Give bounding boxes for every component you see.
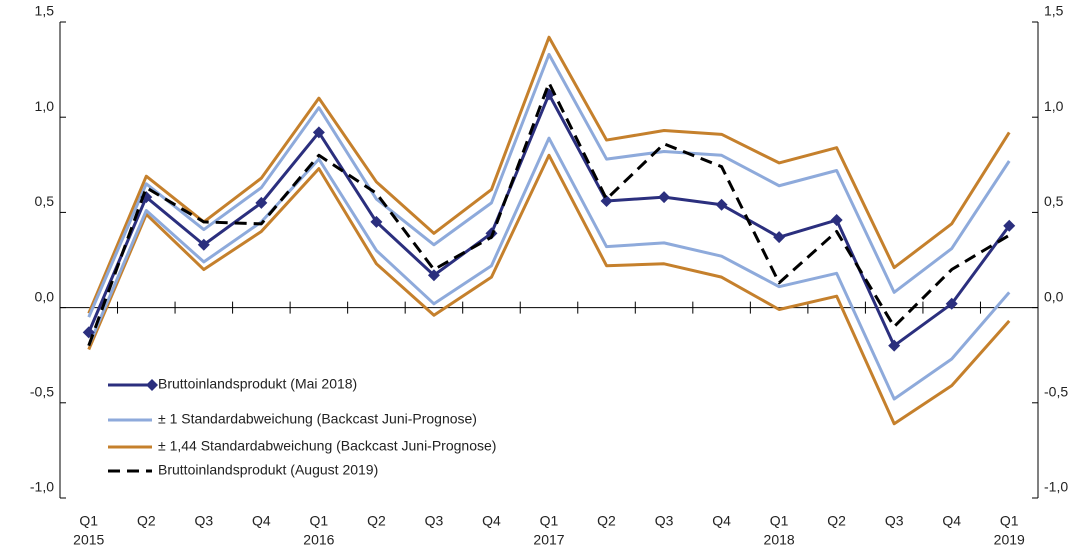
x-tick-label: Q3 xyxy=(885,513,904,529)
x-tick-label: Q3 xyxy=(655,513,674,529)
x-tick-label: Q2 xyxy=(137,513,156,529)
band-upper xyxy=(87,35,1011,314)
y-tick-label-right: 0,5 xyxy=(1044,193,1064,209)
y-tick-label-left: 1,5 xyxy=(35,3,55,19)
marker xyxy=(255,196,268,209)
x-group-label: 2018 xyxy=(764,532,795,548)
x-tick-label: Q1 xyxy=(770,513,789,529)
x-tick-label: Q1 xyxy=(540,513,559,529)
y-tick-label-left: -1,0 xyxy=(30,479,54,495)
x-group-label: 2016 xyxy=(303,532,334,548)
marker xyxy=(370,215,383,228)
y-tick-label-right: 1,5 xyxy=(1044,3,1064,19)
x-tick-label: Q1 xyxy=(1000,513,1019,529)
legend-label: ± 1 Standardabweichung (Backcast Juni-Pr… xyxy=(158,411,477,427)
y-tick-label-right: 1,0 xyxy=(1044,98,1064,114)
y-tick-label-left: 1,0 xyxy=(35,98,55,114)
x-tick-label: Q1 xyxy=(310,513,329,529)
x-tick-label: Q4 xyxy=(252,513,271,529)
x-tick-label: Q4 xyxy=(712,513,731,529)
x-tick-label: Q2 xyxy=(597,513,616,529)
marker xyxy=(600,194,613,207)
x-group-label: 2017 xyxy=(533,532,564,548)
x-tick-label: Q2 xyxy=(827,513,846,529)
x-tick-label: Q3 xyxy=(194,513,213,529)
marker xyxy=(945,297,958,310)
x-tick-label: Q4 xyxy=(942,513,961,529)
band-upper xyxy=(87,52,1011,318)
legend-label: Bruttoinlandsprodukt (August 2019) xyxy=(158,462,378,478)
band-lower xyxy=(87,153,1011,426)
x-group-label: 2015 xyxy=(73,532,104,548)
marker xyxy=(773,231,786,244)
band-lower xyxy=(87,136,1011,401)
marker xyxy=(427,269,440,282)
y-tick-label-left: 0,0 xyxy=(35,288,55,304)
x-tick-label: Q3 xyxy=(425,513,444,529)
y-tick-label-left: 0,5 xyxy=(35,193,55,209)
x-group-label: 2019 xyxy=(994,532,1025,548)
legend-label: ± 1,44 Standardabweichung (Backcast Juni… xyxy=(158,438,496,454)
y-tick-label-left: -0,5 xyxy=(30,384,54,400)
x-tick-label: Q4 xyxy=(482,513,501,529)
marker xyxy=(1003,219,1016,232)
y-tick-label-right: 0,0 xyxy=(1044,288,1064,304)
legend-label: Bruttoinlandsprodukt (Mai 2018) xyxy=(158,376,357,392)
marker xyxy=(888,339,901,352)
line xyxy=(87,81,1011,347)
marker xyxy=(658,191,671,204)
marker xyxy=(830,214,843,227)
y-tick-label-right: -1,0 xyxy=(1044,479,1068,495)
x-tick-label: Q1 xyxy=(79,513,98,529)
marker xyxy=(197,238,210,251)
legend-marker xyxy=(146,379,158,391)
marker xyxy=(715,198,728,211)
marker xyxy=(312,126,325,139)
y-tick-label-right: -0,5 xyxy=(1044,384,1068,400)
x-tick-label: Q2 xyxy=(367,513,386,529)
